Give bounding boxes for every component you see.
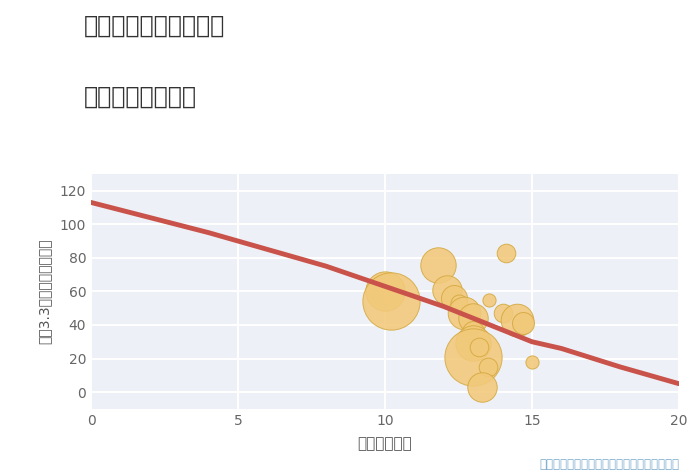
Point (441, 286, 452, 293)
Point (433, 261, 444, 268)
Point (482, 363, 493, 371)
Point (468, 353, 479, 360)
Text: 兵庫県尼崎市久々知の: 兵庫県尼崎市久々知の (84, 14, 225, 38)
Point (497, 309, 508, 317)
Point (458, 309, 470, 317)
Point (379, 288, 391, 295)
Point (385, 298, 396, 305)
Point (500, 249, 511, 257)
Point (517, 320, 528, 327)
Point (477, 384, 488, 391)
Point (468, 314, 479, 322)
Point (468, 328, 479, 336)
Point (449, 294, 460, 302)
Y-axis label: 坪（3.3㎡）単価（万円）: 坪（3.3㎡）単価（万円） (37, 239, 51, 344)
Text: 円の大きさは、取引のあった物件面積を示す: 円の大きさは、取引のあった物件面積を示す (539, 458, 679, 470)
Point (484, 296, 495, 304)
X-axis label: 駅距離（分）: 駅距離（分） (358, 436, 412, 451)
Text: 駅距離別土地価格: 駅距離別土地価格 (84, 85, 197, 109)
Point (512, 316, 523, 324)
Point (468, 340, 479, 347)
Point (526, 358, 538, 366)
Point (453, 299, 464, 307)
Point (473, 343, 484, 351)
